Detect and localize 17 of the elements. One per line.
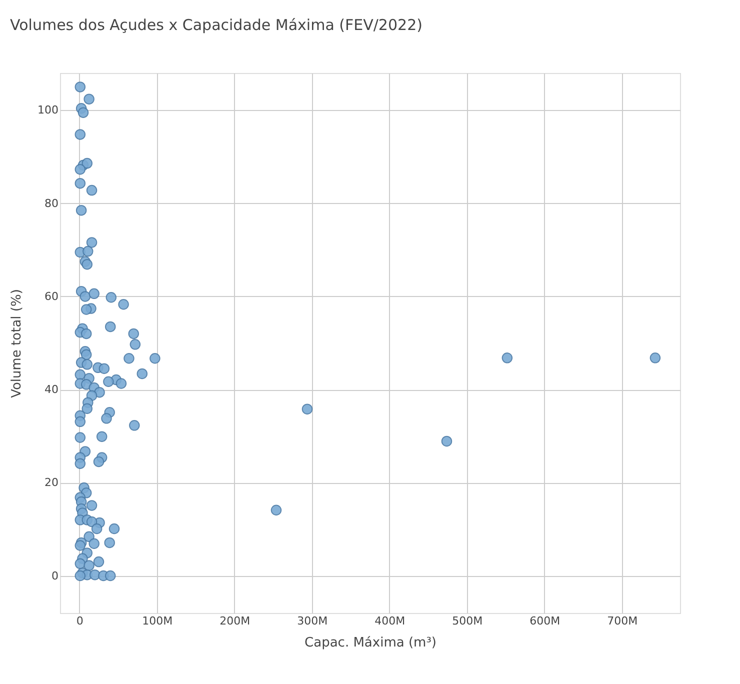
x-tick-label: 300M [297, 614, 328, 628]
y-tick-label: 100 [38, 104, 58, 117]
x-tick-label: 100M [142, 614, 173, 628]
x-tick-label: 400M [374, 614, 406, 628]
y-tick-label: 20 [44, 476, 58, 490]
y-tick-label: 60 [44, 290, 58, 303]
x-tick-label: 600M [530, 614, 560, 628]
y-tick-label: 80 [44, 196, 58, 210]
y-tick-label: 40 [44, 383, 58, 396]
x-tick-label: 500M [452, 614, 483, 628]
chart-title: Volumes dos Açudes x Capacidade Máxima (FEV/2022) [10, 16, 422, 34]
x-tick-label: 0 [76, 614, 84, 628]
x-tick-label: 200M [220, 614, 250, 628]
x-tick-label: 700M [607, 614, 638, 628]
y-axis-title: Volume total (%) [10, 289, 25, 398]
x-axis-title: Capac. Máxima (m³) [304, 636, 436, 650]
y-tick-label: 0 [52, 569, 58, 582]
